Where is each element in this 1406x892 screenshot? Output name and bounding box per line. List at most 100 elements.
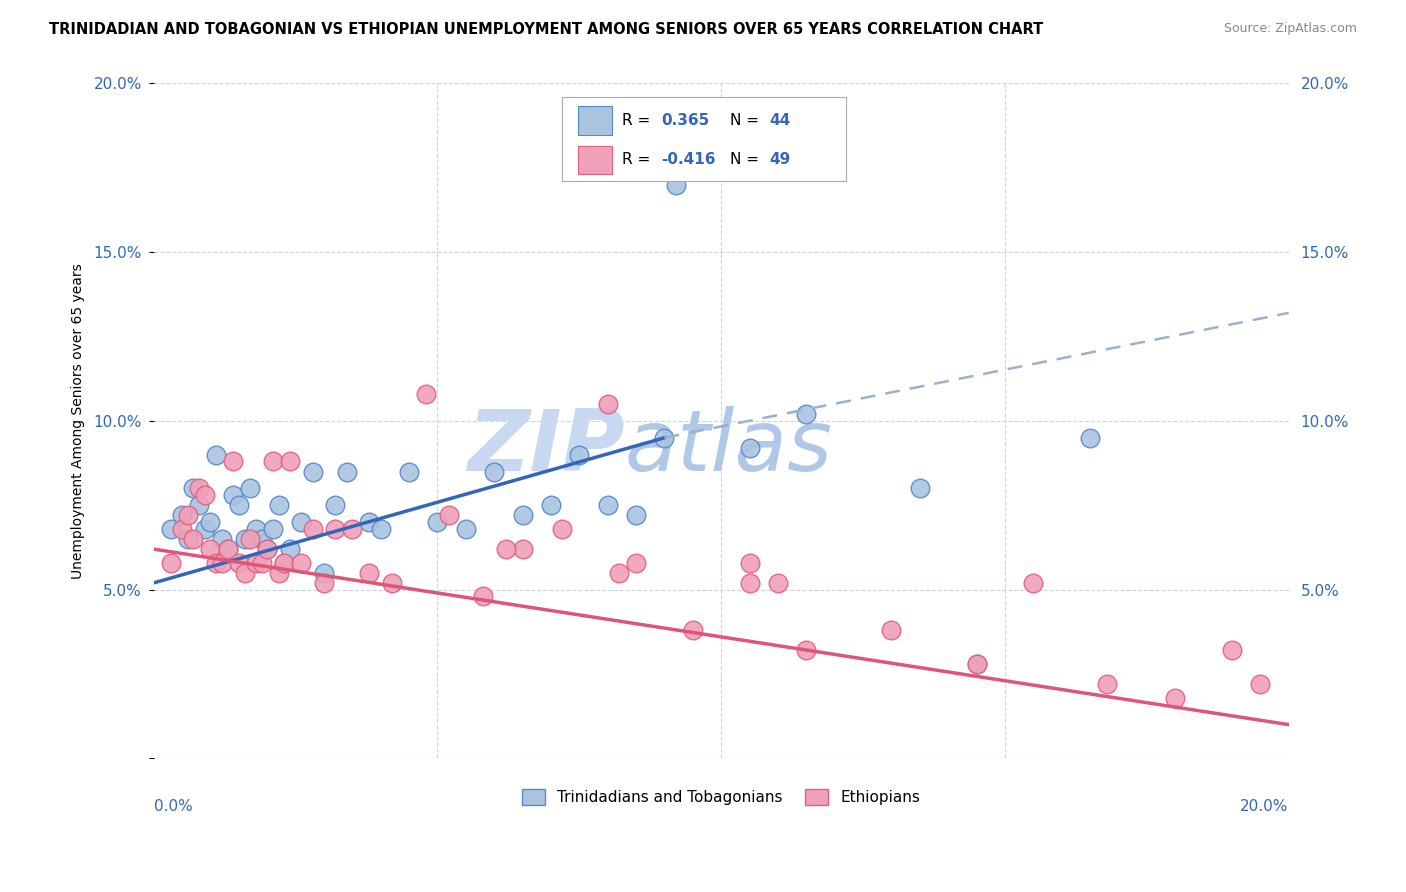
Text: N =: N =	[730, 113, 763, 128]
Point	[415, 387, 437, 401]
Point	[738, 441, 761, 455]
Point	[370, 522, 392, 536]
Point	[188, 498, 211, 512]
Point	[966, 657, 988, 671]
Point	[551, 522, 574, 536]
Point	[250, 532, 273, 546]
Point	[682, 623, 704, 637]
Point	[273, 556, 295, 570]
Point	[217, 542, 239, 557]
FancyBboxPatch shape	[562, 97, 846, 181]
Point	[908, 482, 931, 496]
FancyBboxPatch shape	[578, 145, 612, 174]
Y-axis label: Unemployment Among Seniors over 65 years: Unemployment Among Seniors over 65 years	[72, 263, 86, 579]
Point	[596, 498, 619, 512]
Point	[1078, 431, 1101, 445]
Point	[512, 542, 534, 557]
Point	[359, 566, 381, 580]
Point	[325, 522, 347, 536]
Point	[301, 465, 323, 479]
Point	[495, 542, 517, 557]
Point	[200, 542, 222, 557]
Point	[1220, 643, 1243, 657]
Point	[359, 515, 381, 529]
Point	[239, 532, 262, 546]
Text: -0.416: -0.416	[661, 153, 716, 167]
Text: 0.0%: 0.0%	[153, 799, 193, 814]
Point	[966, 657, 988, 671]
Point	[471, 590, 494, 604]
Point	[245, 556, 267, 570]
Point	[239, 482, 262, 496]
Point	[624, 556, 647, 570]
Point	[325, 498, 347, 512]
Point	[342, 522, 364, 536]
Text: TRINIDADIAN AND TOBAGONIAN VS ETHIOPIAN UNEMPLOYMENT AMONG SENIORS OVER 65 YEARS: TRINIDADIAN AND TOBAGONIAN VS ETHIOPIAN …	[49, 22, 1043, 37]
Point	[256, 542, 278, 557]
Point	[177, 508, 200, 523]
Point	[205, 448, 228, 462]
Point	[654, 431, 676, 445]
Point	[568, 448, 591, 462]
Point	[336, 465, 359, 479]
Point	[301, 522, 323, 536]
Point	[188, 482, 211, 496]
Text: atlas: atlas	[624, 407, 832, 490]
Point	[290, 556, 312, 570]
Point	[596, 397, 619, 411]
Point	[217, 542, 239, 557]
Point	[194, 522, 217, 536]
Point	[250, 556, 273, 570]
Point	[273, 556, 295, 570]
Point	[211, 556, 233, 570]
Point	[172, 522, 194, 536]
Point	[233, 532, 256, 546]
Point	[194, 488, 217, 502]
Point	[228, 556, 250, 570]
Point	[159, 556, 181, 570]
Point	[262, 454, 284, 468]
Point	[222, 454, 245, 468]
Text: R =: R =	[623, 113, 655, 128]
Point	[177, 532, 200, 546]
Point	[624, 508, 647, 523]
Point	[312, 575, 335, 590]
Point	[256, 542, 278, 557]
Point	[738, 575, 761, 590]
Point	[312, 566, 335, 580]
Text: R =: R =	[623, 153, 655, 167]
Point	[766, 575, 789, 590]
Point	[738, 556, 761, 570]
Point	[665, 178, 688, 192]
Text: 49: 49	[769, 153, 790, 167]
Point	[205, 556, 228, 570]
Point	[454, 522, 477, 536]
Point	[233, 566, 256, 580]
Point	[437, 508, 460, 523]
Point	[794, 643, 817, 657]
Point	[267, 566, 290, 580]
Point	[1249, 677, 1271, 691]
Text: 0.365: 0.365	[661, 113, 709, 128]
Point	[211, 532, 233, 546]
Point	[183, 482, 205, 496]
Point	[607, 566, 630, 580]
Point	[1022, 575, 1045, 590]
FancyBboxPatch shape	[578, 106, 612, 135]
Point	[484, 465, 506, 479]
Point	[512, 508, 534, 523]
Point	[398, 465, 420, 479]
Point	[262, 522, 284, 536]
Point	[159, 522, 181, 536]
Point	[222, 488, 245, 502]
Text: 20.0%: 20.0%	[1240, 799, 1289, 814]
Text: ZIP: ZIP	[467, 407, 624, 490]
Point	[278, 542, 301, 557]
Point	[1164, 690, 1187, 705]
Point	[290, 515, 312, 529]
Text: Source: ZipAtlas.com: Source: ZipAtlas.com	[1223, 22, 1357, 36]
Point	[426, 515, 449, 529]
Point	[880, 623, 903, 637]
Point	[267, 498, 290, 512]
Point	[1095, 677, 1118, 691]
